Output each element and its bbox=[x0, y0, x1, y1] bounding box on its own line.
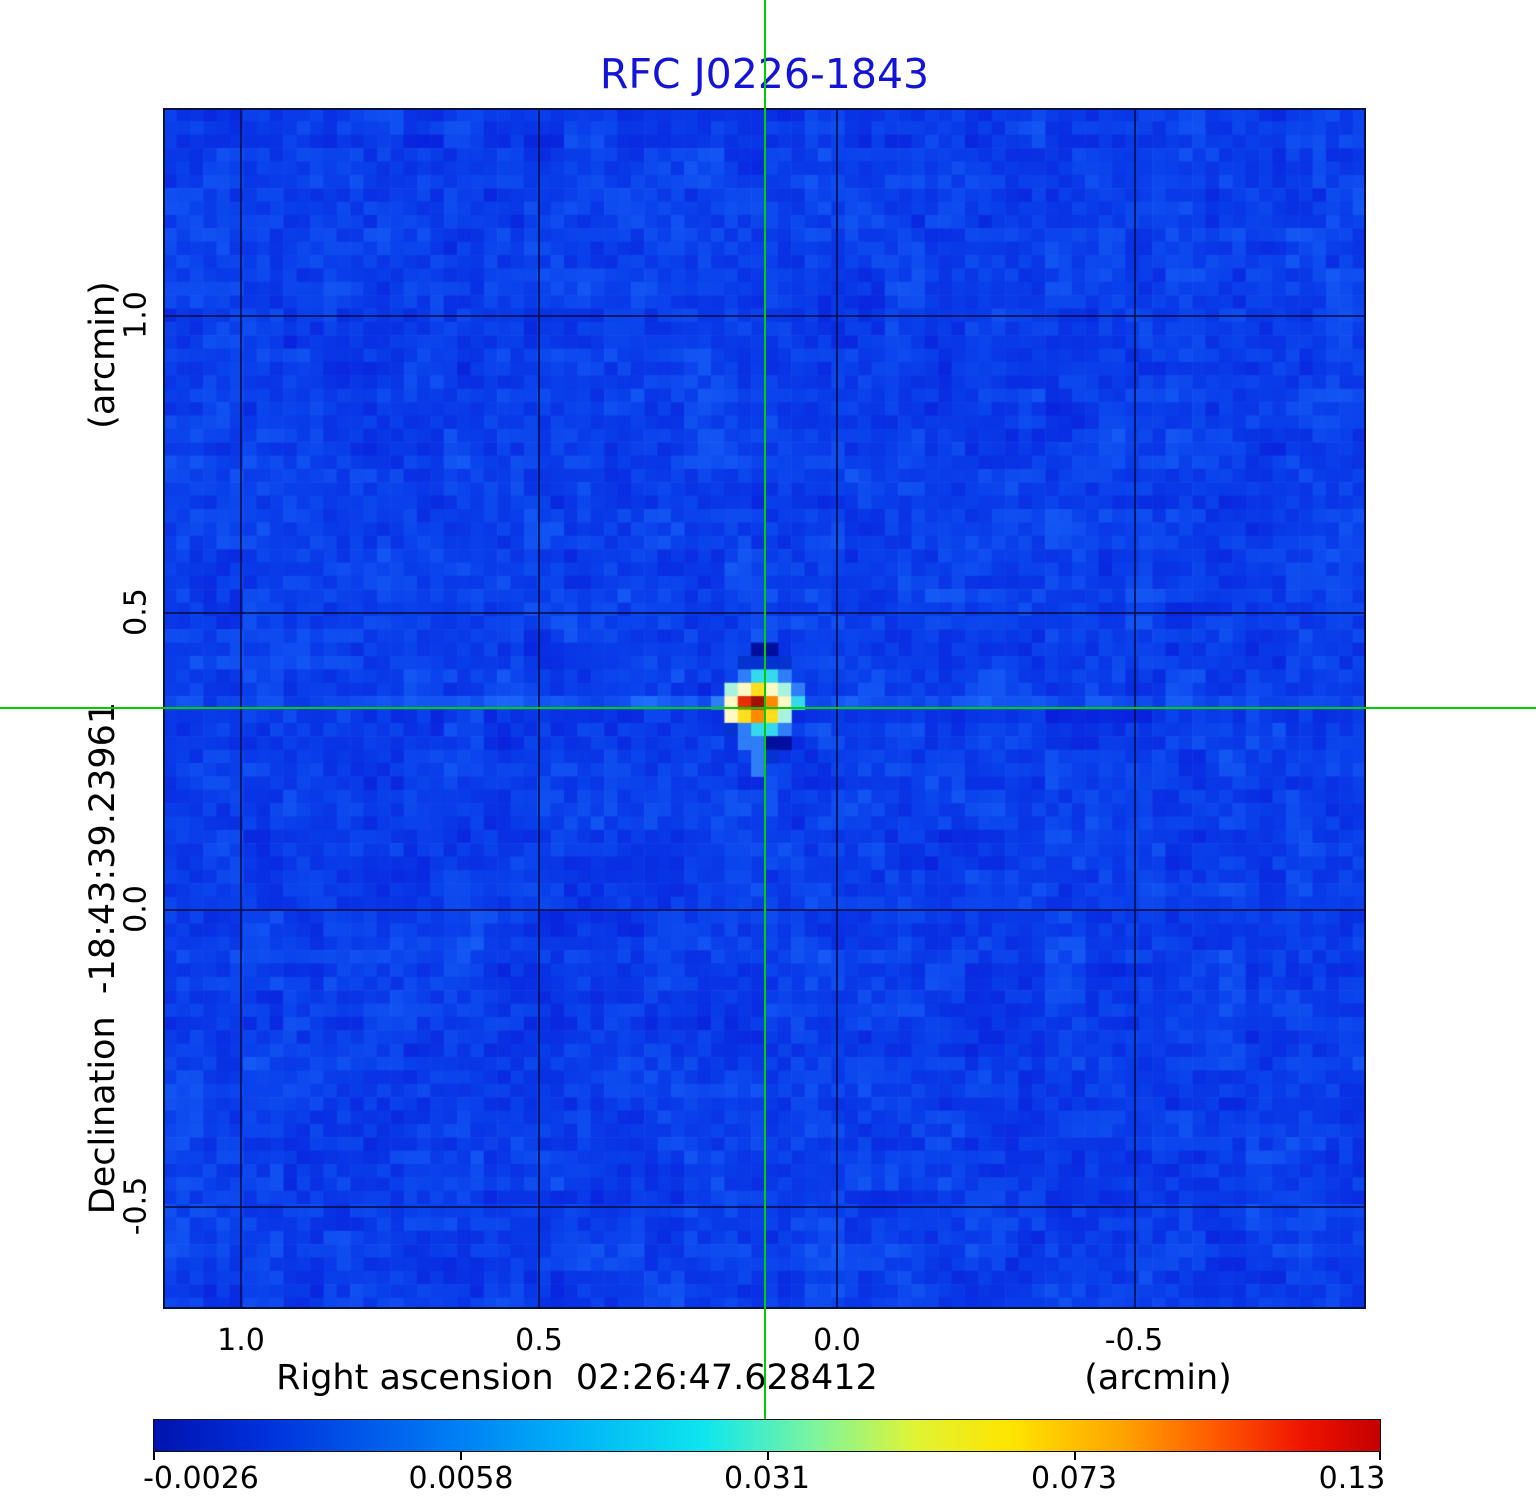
colorbar-gradient bbox=[153, 1419, 1381, 1452]
colorbar-tick bbox=[153, 1452, 155, 1460]
y-tick-label: 0.5 bbox=[118, 588, 154, 636]
y-tick-label: 1.0 bbox=[118, 291, 154, 339]
x-tick-label: 1.0 bbox=[217, 1323, 265, 1358]
crosshair-horizontal-line bbox=[0, 707, 1536, 709]
x-tick-label: 0.0 bbox=[813, 1323, 861, 1358]
colorbar-tick-label: 0.0058 bbox=[408, 1461, 514, 1496]
x-tick-label: 0.5 bbox=[515, 1323, 563, 1358]
colorbar-tick-label: 0.13 bbox=[1318, 1461, 1386, 1496]
y-axis-unit-label: (arcmin) bbox=[83, 281, 123, 429]
colorbar-tick bbox=[767, 1452, 769, 1460]
y-tick-label: 0.0 bbox=[118, 885, 154, 933]
colorbar-tick-label: 0.073 bbox=[1031, 1461, 1117, 1496]
colorbar-tick bbox=[1379, 1452, 1381, 1460]
colorbar-tick-label: -0.0026 bbox=[143, 1461, 259, 1496]
colorbar-tick-label: 0.031 bbox=[724, 1461, 810, 1496]
y-axis-label: Declination -18:43:39.23961 bbox=[83, 701, 123, 1215]
x-axis-unit-label: (arcmin) bbox=[1084, 1358, 1232, 1398]
x-axis-label: Right ascension 02:26:47.628412 bbox=[276, 1358, 878, 1398]
colorbar-tick bbox=[460, 1452, 462, 1460]
crosshair-vertical-line bbox=[764, 0, 766, 1419]
colorbar-tick bbox=[1074, 1452, 1076, 1460]
y-tick-label: -0.5 bbox=[118, 1176, 154, 1236]
x-tick-label: -0.5 bbox=[1104, 1323, 1164, 1358]
